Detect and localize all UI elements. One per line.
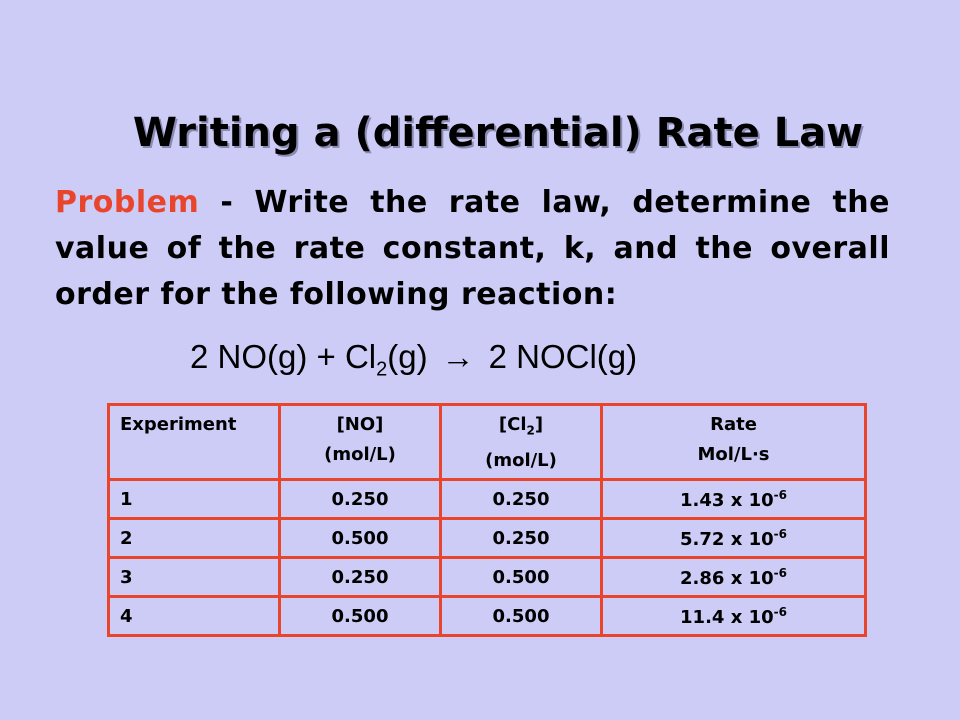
cell-text: 0.250 — [331, 488, 389, 510]
cell-text: 0.250 — [492, 488, 550, 510]
header-unit: Mol/L·s — [697, 444, 770, 465]
table-cell: 0.500 — [439, 556, 603, 598]
table-cell: 2.86 x 10-6 — [600, 556, 867, 598]
table-cell: 3 — [107, 556, 281, 598]
problem-label: Problem — [55, 185, 200, 220]
rate-base: 5.72 x 10 — [680, 528, 774, 550]
rate-exponent: -6 — [773, 565, 787, 580]
cell-text: 1 — [120, 488, 133, 510]
equation: 2 NO(g) + Cl2(g) → 2 NOCl(g) — [190, 338, 637, 382]
eq-state: (g) — [387, 338, 428, 375]
header-text: [NO] — [336, 414, 384, 435]
table-cell: 4 — [107, 595, 281, 637]
header-sub: 2 — [526, 423, 535, 438]
table-cell: 11.4 x 10-6 — [600, 595, 867, 637]
problem-text: - Write the rate law, determine the valu… — [55, 185, 890, 312]
header-text: Rate — [710, 414, 757, 435]
table-row: 4 0.500 0.500 11.4 x 10-6 — [107, 595, 867, 637]
table-row: 2 0.500 0.250 5.72 x 10-6 — [107, 517, 867, 559]
cell-text: 0.500 — [331, 527, 389, 549]
cell-text: 0.500 — [331, 605, 389, 627]
cell-text: 4 — [120, 605, 133, 627]
table-row: 1 0.250 0.250 1.43 x 10-6 — [107, 478, 867, 520]
header-cell: [NO] (mol/L) — [278, 403, 442, 481]
data-table: Experiment [NO] (mol/L) [Cl2] (mol/L) Rate… — [107, 403, 867, 637]
eq-right: 2 NOCl(g) — [488, 338, 638, 375]
cell-text: 2 — [120, 527, 133, 549]
rate-exponent: -6 — [773, 487, 787, 502]
cell-text: 0.250 — [492, 527, 550, 549]
table-cell: 1 — [107, 478, 281, 520]
table-cell: 0.250 — [278, 556, 442, 598]
rate-exponent: -6 — [773, 604, 787, 619]
table-cell: 0.250 — [278, 478, 442, 520]
rate-base: 11.4 x 10 — [680, 606, 774, 628]
table-cell: 2 — [107, 517, 281, 559]
rate-exponent: -6 — [773, 526, 787, 541]
rate-base: 2.86 x 10 — [680, 567, 774, 589]
eq-arrow: → — [441, 338, 475, 375]
title: Writing a (differential) Rate Law — [132, 110, 864, 156]
eq-sub: 2 — [376, 358, 388, 381]
table-cell: 5.72 x 10-6 — [600, 517, 867, 559]
cell-text: 0.250 — [331, 566, 389, 588]
table-cell: 0.500 — [278, 517, 442, 559]
problem: Problem - Write the rate law, determine … — [55, 180, 890, 318]
table-cell: 0.500 — [439, 595, 603, 637]
cell-text: 3 — [120, 566, 133, 588]
table-cell: 0.250 — [439, 478, 603, 520]
eq-left: 2 NO(g) + Cl — [190, 338, 377, 375]
header-cell: Rate Mol/L·s — [600, 403, 867, 481]
header-cell: Experiment — [107, 403, 281, 481]
header-text: [Cl — [498, 414, 527, 435]
cell-text: 0.500 — [492, 605, 550, 627]
header-text: Experiment — [120, 414, 237, 435]
header-cell: [Cl2] (mol/L) — [439, 403, 603, 481]
cell-text: 0.500 — [492, 566, 550, 588]
table-row: 3 0.250 0.500 2.86 x 10-6 — [107, 556, 867, 598]
header-text: ] — [534, 414, 544, 435]
table-cell: 0.250 — [439, 517, 603, 559]
header-unit: (mol/L) — [324, 444, 396, 465]
header-unit: (mol/L) — [485, 449, 557, 471]
rate-base: 1.43 x 10 — [680, 489, 774, 511]
table-cell: 1.43 x 10-6 — [600, 478, 867, 520]
table-cell: 0.500 — [278, 595, 442, 637]
header-row: Experiment [NO] (mol/L) [Cl2] (mol/L) Rate… — [107, 403, 867, 481]
